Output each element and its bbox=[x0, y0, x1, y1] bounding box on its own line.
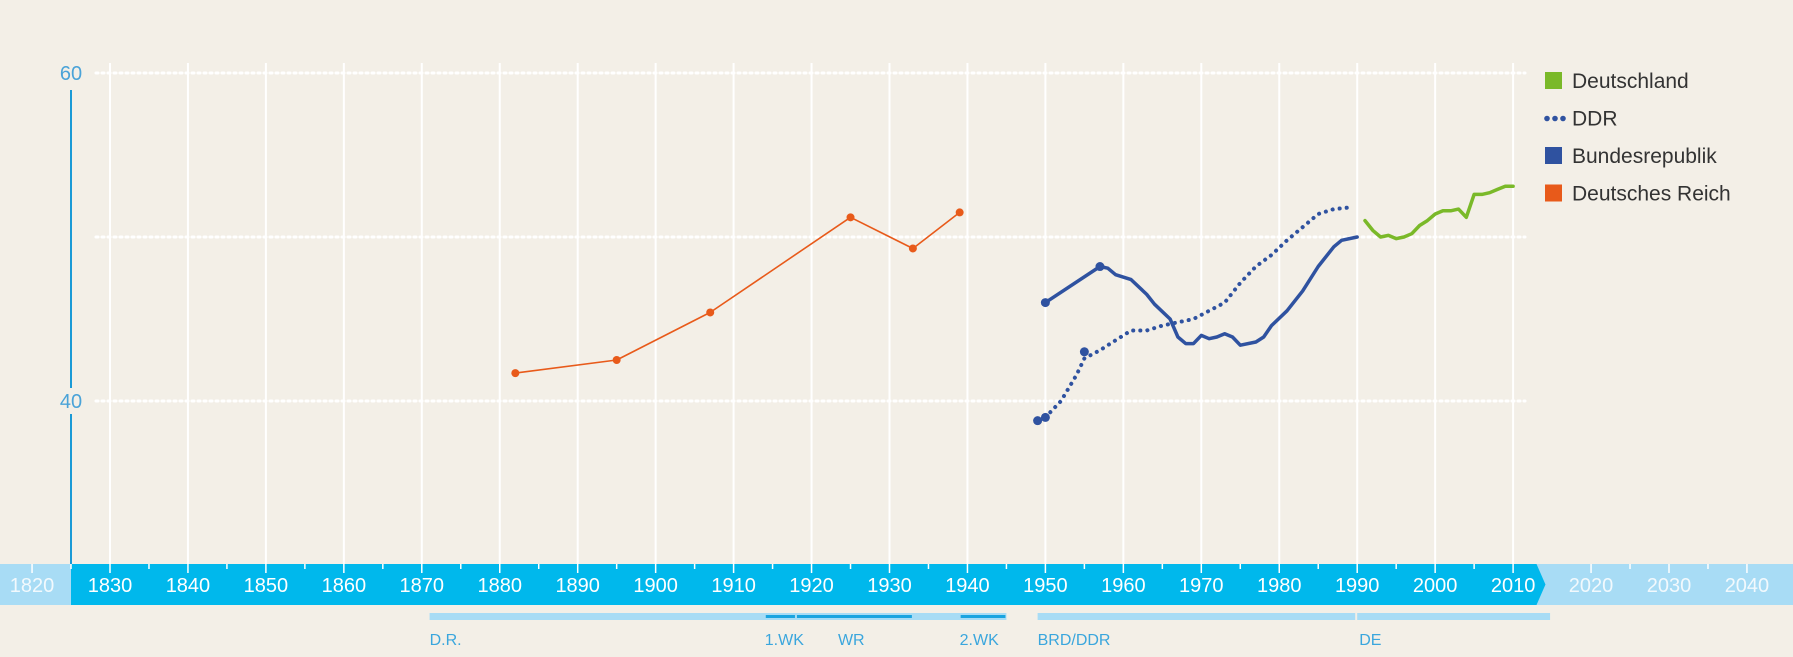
x-tick-label: 1930 bbox=[867, 575, 912, 597]
series-line-deutschland bbox=[1363, 184, 1515, 241]
legend-label: DDR bbox=[1572, 108, 1618, 131]
data-point bbox=[511, 369, 520, 378]
period-label: 2.WK bbox=[960, 632, 999, 649]
x-tick-label: 1840 bbox=[166, 575, 211, 597]
legend-swatch bbox=[1545, 184, 1562, 202]
x-tick-label: 1860 bbox=[322, 575, 367, 597]
x-tick-label: 1950 bbox=[1023, 575, 1068, 597]
y-tick-label: 60 bbox=[60, 63, 82, 85]
x-tick-label: 1960 bbox=[1101, 575, 1146, 597]
data-point bbox=[612, 356, 621, 364]
period-label: WR bbox=[838, 632, 865, 649]
grid bbox=[94, 63, 1527, 566]
x-tick-label: 1870 bbox=[400, 575, 445, 597]
data-point bbox=[908, 244, 917, 253]
series-line-deutsches-reich bbox=[514, 211, 961, 374]
x-tick-label: 1910 bbox=[711, 575, 756, 597]
legend-label: Deutsches Reich bbox=[1572, 183, 1731, 206]
y-tick-label-bg bbox=[56, 388, 86, 414]
legend-dotted-swatch bbox=[1552, 115, 1558, 122]
series-connector bbox=[1044, 265, 1101, 304]
data-point bbox=[1033, 416, 1043, 426]
legend-label: Deutschland bbox=[1572, 70, 1689, 93]
x-tick-label: 1970 bbox=[1179, 575, 1224, 597]
legend-dotted-swatch bbox=[1544, 115, 1550, 122]
x-axis-band bbox=[71, 564, 1546, 605]
period-bar bbox=[1037, 613, 1356, 620]
data-point bbox=[846, 213, 855, 222]
legend-dotted-swatch bbox=[1560, 115, 1566, 122]
period-bar bbox=[1357, 613, 1551, 620]
x-tick-label: 1890 bbox=[555, 575, 600, 597]
y-tick-label-bg bbox=[56, 60, 86, 86]
data-point bbox=[1040, 298, 1050, 308]
x-tick-label: 1850 bbox=[244, 575, 289, 597]
x-tick-label: 1980 bbox=[1257, 575, 1302, 597]
series-line-ddr bbox=[1043, 205, 1352, 420]
data-point bbox=[1040, 412, 1050, 422]
data-point bbox=[1079, 347, 1089, 357]
series-lines bbox=[511, 184, 1515, 426]
y-tick-label: 40 bbox=[60, 391, 82, 413]
period-label: 1.WK bbox=[765, 632, 804, 649]
period-bar bbox=[960, 615, 1006, 618]
x-axis: 1820 1830 1840 1850 1860 1870 1880 1890 1900 1910… bbox=[0, 564, 1793, 605]
x-tick-label: 1990 bbox=[1335, 575, 1380, 597]
period-bar bbox=[765, 615, 795, 618]
y-axis: 40 60 bbox=[56, 60, 86, 605]
x-tick-label: 2000 bbox=[1413, 575, 1458, 597]
x-tick-label: 1920 bbox=[789, 575, 834, 597]
period-label: BRD/DDR bbox=[1038, 632, 1111, 649]
period-bar bbox=[796, 615, 912, 618]
x-tick-label: 2040 bbox=[1725, 575, 1770, 597]
period-bars: D.R. 1.WK WR 2.WK BRD/DDR DE bbox=[429, 613, 1551, 649]
x-tick-label: 1940 bbox=[945, 575, 990, 597]
x-tick-label: 2030 bbox=[1647, 575, 1692, 597]
x-tick-label: 1830 bbox=[88, 575, 133, 597]
legend-swatch bbox=[1545, 147, 1562, 164]
data-point bbox=[955, 208, 964, 217]
period-label: DE bbox=[1359, 632, 1381, 649]
legend: Deutschland DDR Bundesrepublik Deutsches Re… bbox=[1544, 70, 1731, 206]
data-point bbox=[706, 308, 715, 317]
period-bar bbox=[429, 613, 1007, 620]
legend-label: Bundesrepublik bbox=[1572, 145, 1717, 168]
x-tick-label: 1900 bbox=[633, 575, 678, 597]
x-tick-label: 2020 bbox=[1569, 575, 1614, 597]
period-label: D.R. bbox=[430, 632, 462, 649]
data-point bbox=[1095, 262, 1105, 272]
x-tick-label: 1820 bbox=[10, 575, 55, 597]
series-line-bundesrepublik bbox=[1043, 235, 1359, 347]
x-tick-label: 2010 bbox=[1491, 575, 1536, 597]
x-tick-label: 1880 bbox=[478, 575, 523, 597]
legend-swatch bbox=[1545, 72, 1562, 89]
